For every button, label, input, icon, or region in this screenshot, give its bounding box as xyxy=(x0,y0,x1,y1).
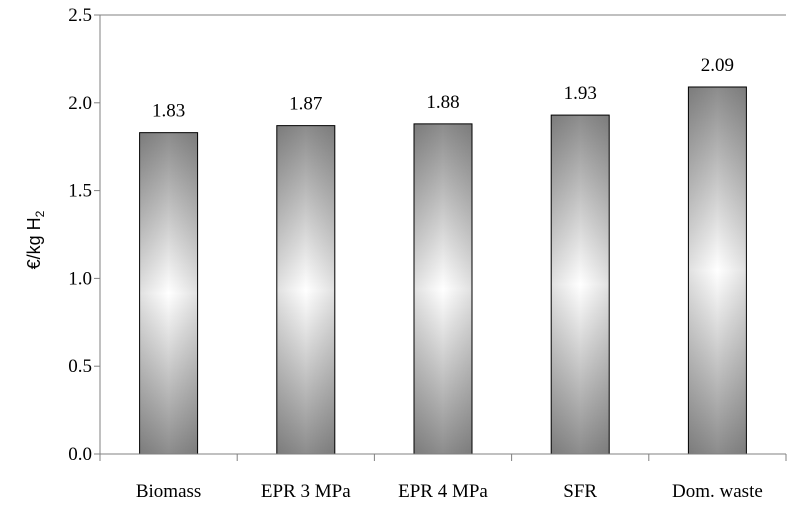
y-axis-label-main: €/kg H xyxy=(24,217,44,269)
bar-2: 1.88 xyxy=(414,92,472,454)
data-label: 2.09 xyxy=(701,55,734,76)
bar-shade xyxy=(277,126,335,454)
bar-3: 1.93 xyxy=(551,83,609,454)
bar-0: 1.83 xyxy=(140,101,198,454)
y-tick-label: 0.5 xyxy=(68,356,92,377)
x-tick-label: EPR 4 MPa xyxy=(398,481,488,502)
bar-4: 2.09 xyxy=(688,55,746,454)
data-label: 1.93 xyxy=(564,83,597,104)
y-tick-label: 2.0 xyxy=(68,93,92,114)
y-axis-label-subscript: 2 xyxy=(33,210,47,217)
y-tick-label: 2.5 xyxy=(68,5,92,26)
bar-shade xyxy=(688,87,746,454)
x-tick-label: Biomass xyxy=(136,481,201,502)
data-label: 1.83 xyxy=(152,101,185,122)
bar-shade xyxy=(140,133,198,454)
x-axis: Biomass EPR 3 MPa EPR 4 MPa SFR Dom. waste xyxy=(100,454,786,502)
bar-1: 1.87 xyxy=(277,94,335,454)
bar-shade xyxy=(414,124,472,454)
y-tick-label: 0.0 xyxy=(68,444,92,465)
y-tick-label: 1.0 xyxy=(68,268,92,289)
data-label: 1.87 xyxy=(289,94,322,115)
x-tick-label: SFR xyxy=(563,481,597,502)
bar-shade xyxy=(551,115,609,454)
svg-text:€/kg H2: €/kg H2 xyxy=(24,210,47,269)
y-tick-label: 1.5 xyxy=(68,181,92,202)
y-axis-label: €/kg H2 xyxy=(24,210,47,269)
data-label: 1.88 xyxy=(426,92,459,113)
x-tick-label: Dom. waste xyxy=(672,481,763,502)
x-tick-label: EPR 3 MPa xyxy=(261,481,351,502)
bars: 1.83 1.87 1.88 1.93 2.09 xyxy=(140,55,747,454)
